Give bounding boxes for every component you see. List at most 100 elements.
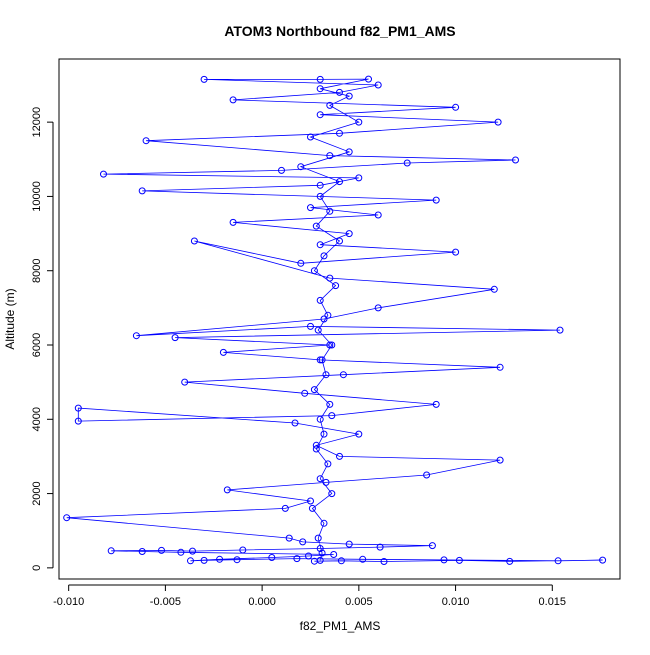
data-point xyxy=(556,326,564,334)
data-point xyxy=(316,85,324,93)
data-point xyxy=(268,554,276,561)
data-point xyxy=(423,471,431,479)
x-tick-label: 0.015 xyxy=(539,596,567,608)
data-point xyxy=(310,386,318,394)
data-point xyxy=(291,419,299,427)
data-point xyxy=(158,546,165,554)
data-point xyxy=(316,296,324,304)
data-point xyxy=(100,170,107,178)
y-axis: 0 2000 4000 6000 8000 10000 12000 xyxy=(31,107,54,571)
data-point xyxy=(336,452,343,460)
data-point xyxy=(307,497,314,505)
data-point xyxy=(355,174,363,182)
y-tick-label: 10000 xyxy=(31,181,43,212)
data-point xyxy=(374,304,382,312)
data-point xyxy=(316,241,324,249)
data-point xyxy=(326,207,334,215)
data-point xyxy=(177,548,185,556)
data-point xyxy=(440,556,448,564)
data-point xyxy=(365,75,372,83)
data-point xyxy=(297,259,305,267)
y-tick-label: 8000 xyxy=(31,258,43,282)
data-point xyxy=(330,551,338,558)
x-axis: -0.010 -0.005 0.000 0.005 0.010 0.015 xyxy=(53,584,567,608)
data-point xyxy=(316,181,324,189)
series-line xyxy=(66,78,603,562)
data-point xyxy=(223,486,231,494)
data-point xyxy=(301,389,309,397)
data-point xyxy=(452,248,460,256)
data-point xyxy=(339,371,347,379)
data-point xyxy=(322,371,330,379)
data-point xyxy=(297,163,305,171)
data-point xyxy=(314,326,322,334)
y-tick-label: 6000 xyxy=(31,333,43,357)
data-point xyxy=(316,75,324,83)
data-point xyxy=(314,534,322,542)
data-point xyxy=(554,557,562,565)
data-point xyxy=(318,549,326,557)
data-point xyxy=(239,546,247,554)
chart-title: ATOM3 Northbound f82_PM1_AMS xyxy=(224,23,455,39)
y-tick-label: 4000 xyxy=(31,407,43,431)
data-point xyxy=(320,315,328,323)
data-point xyxy=(316,356,324,364)
plot-area xyxy=(58,58,621,580)
data-point xyxy=(142,137,150,145)
data-point xyxy=(278,166,285,174)
data-point xyxy=(233,556,241,564)
x-tick-label: 0.000 xyxy=(248,596,276,608)
data-point xyxy=(506,557,514,565)
data-point xyxy=(374,81,382,89)
data-point xyxy=(359,555,367,563)
data-point xyxy=(324,460,332,468)
data-point xyxy=(490,285,498,293)
data-point xyxy=(336,88,343,96)
data-point xyxy=(374,211,382,219)
data-point xyxy=(322,478,330,486)
data-point xyxy=(316,192,324,200)
x-tick-label: 0.005 xyxy=(345,596,373,608)
data-point xyxy=(328,341,336,349)
data-point xyxy=(328,490,336,498)
data-point xyxy=(305,552,312,560)
data-point xyxy=(138,548,146,555)
data-point xyxy=(326,274,334,282)
data-point xyxy=(281,504,289,512)
data-point xyxy=(336,178,343,186)
data-point xyxy=(299,538,307,546)
data-point xyxy=(326,101,334,109)
data-point xyxy=(355,118,363,126)
x-tick-label: 0.010 xyxy=(442,596,470,608)
data-point xyxy=(229,218,237,226)
data-point xyxy=(229,96,237,104)
data-point xyxy=(216,555,224,563)
data-point xyxy=(312,222,320,230)
data-point xyxy=(285,534,293,542)
data-point xyxy=(355,430,363,438)
data-point xyxy=(496,456,504,464)
data-point xyxy=(320,252,328,260)
data-point xyxy=(316,415,324,423)
data-point xyxy=(496,363,504,371)
y-tick-label: 12000 xyxy=(31,107,43,138)
data-point xyxy=(494,118,502,126)
data-point xyxy=(324,311,332,319)
data-point xyxy=(219,348,227,356)
data-point xyxy=(316,545,324,552)
y-axis-label: Altitude (m) xyxy=(3,288,17,349)
data-point xyxy=(376,543,384,551)
data-point xyxy=(336,129,343,137)
data-point xyxy=(326,341,334,349)
data-point xyxy=(345,92,353,100)
data-point xyxy=(190,237,198,245)
data-point xyxy=(312,441,320,449)
data-point xyxy=(307,204,314,212)
x-tick-label: -0.010 xyxy=(53,596,84,608)
data-point xyxy=(345,230,353,238)
data-point xyxy=(332,282,340,290)
data-point xyxy=(345,540,353,548)
data-point xyxy=(138,187,146,195)
